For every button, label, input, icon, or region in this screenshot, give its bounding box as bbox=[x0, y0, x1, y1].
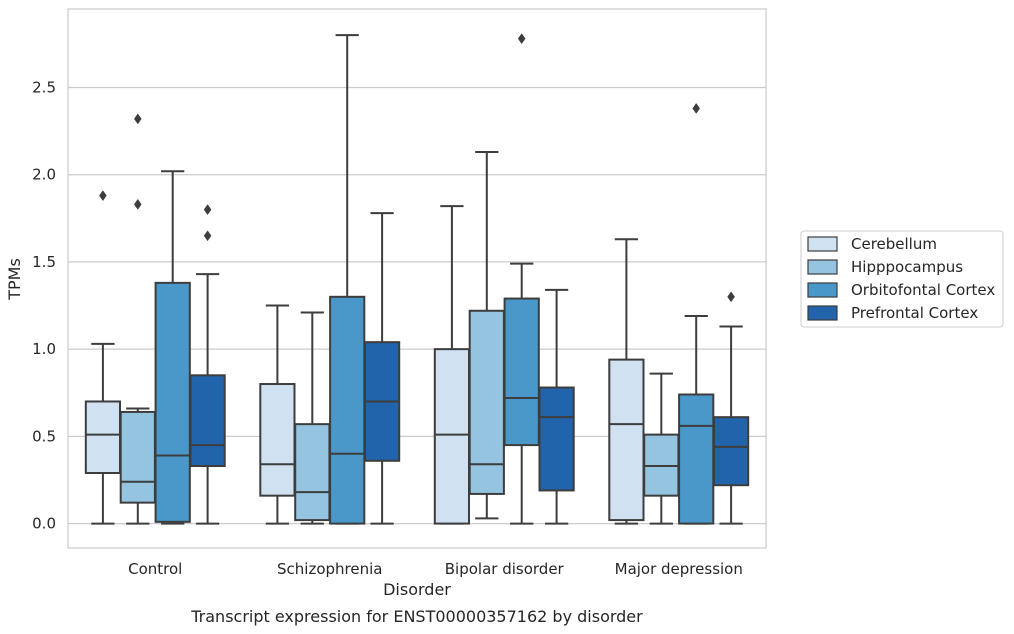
outlier-point bbox=[203, 230, 212, 242]
y-tick-label: 1.0 bbox=[32, 340, 56, 358]
y-tick-labels: 0.0 0.5 1.0 1.5 2.0 2.5 bbox=[32, 78, 56, 532]
legend-swatch bbox=[807, 259, 838, 275]
chart-caption: Transcript expression for ENST0000035716… bbox=[190, 607, 643, 626]
box-iqr bbox=[712, 416, 750, 487]
x-axis-label: Disorder bbox=[383, 580, 451, 599]
plot-area-frame bbox=[67, 8, 767, 549]
box-iqr bbox=[189, 374, 226, 468]
outlier-point bbox=[727, 291, 735, 303]
legend-swatch bbox=[807, 305, 838, 321]
box-group bbox=[468, 151, 505, 520]
box-iqr bbox=[608, 358, 645, 522]
box-group bbox=[294, 311, 331, 525]
outlier-point bbox=[203, 204, 212, 216]
legend: Cerebellum Hipppocampus Orbitofontal Corte… bbox=[800, 230, 1004, 328]
box-group bbox=[329, 34, 366, 525]
box-iqr bbox=[503, 297, 540, 447]
box-group bbox=[678, 102, 715, 525]
box-group bbox=[712, 291, 750, 525]
box-group bbox=[84, 190, 122, 525]
y-tick-label: 2.5 bbox=[32, 78, 56, 96]
x-tick-label: Control bbox=[128, 560, 182, 578]
box-iqr bbox=[119, 410, 156, 504]
box-group bbox=[259, 304, 296, 525]
legend-label: Cerebellum bbox=[851, 235, 937, 253]
x-tick-label: Major depression bbox=[615, 560, 743, 578]
box-iqr bbox=[84, 400, 122, 474]
legend-frame bbox=[800, 230, 1004, 328]
box-group bbox=[503, 33, 540, 525]
box-group bbox=[189, 204, 226, 525]
y-tick-label: 0.5 bbox=[32, 427, 56, 445]
legend-label: Hipppocampus bbox=[851, 258, 963, 276]
legend-label: Prefrontal Cortex bbox=[851, 304, 978, 322]
box-group bbox=[154, 170, 191, 525]
box-iqr bbox=[329, 295, 366, 525]
y-axis-label: TPMs bbox=[5, 258, 24, 301]
box-group bbox=[119, 113, 156, 525]
legend-label: Orbitofontal Cortex bbox=[851, 281, 995, 299]
x-tick-label: Bipolar disorder bbox=[445, 560, 565, 578]
outlier-point bbox=[133, 113, 142, 125]
box-group bbox=[608, 238, 645, 525]
outlier-point bbox=[99, 190, 107, 202]
box-iqr bbox=[294, 423, 331, 522]
box-iqr bbox=[468, 309, 505, 495]
box-group bbox=[363, 212, 401, 525]
legend-swatch bbox=[807, 282, 838, 298]
outlier-point bbox=[692, 102, 701, 114]
box-group bbox=[538, 288, 575, 525]
box-group bbox=[433, 205, 471, 525]
box-iqr bbox=[433, 348, 471, 525]
box-group bbox=[643, 372, 680, 525]
y-tick-label: 2.0 bbox=[32, 166, 56, 184]
outlier-point bbox=[517, 33, 526, 45]
box-iqr bbox=[259, 383, 296, 497]
box-iqr bbox=[154, 281, 191, 523]
x-tick-label: Schizophrenia bbox=[277, 560, 382, 578]
outlier-point bbox=[133, 198, 142, 210]
x-tick-labels: Control Schizophrenia Bipolar disorder Majo… bbox=[128, 560, 743, 578]
plot-boxes bbox=[84, 33, 750, 525]
y-tick-label: 1.5 bbox=[32, 253, 56, 271]
box-iqr bbox=[678, 393, 715, 525]
box-iqr bbox=[538, 386, 575, 492]
y-tick-label: 0.0 bbox=[32, 515, 56, 533]
legend-swatch bbox=[807, 236, 838, 252]
